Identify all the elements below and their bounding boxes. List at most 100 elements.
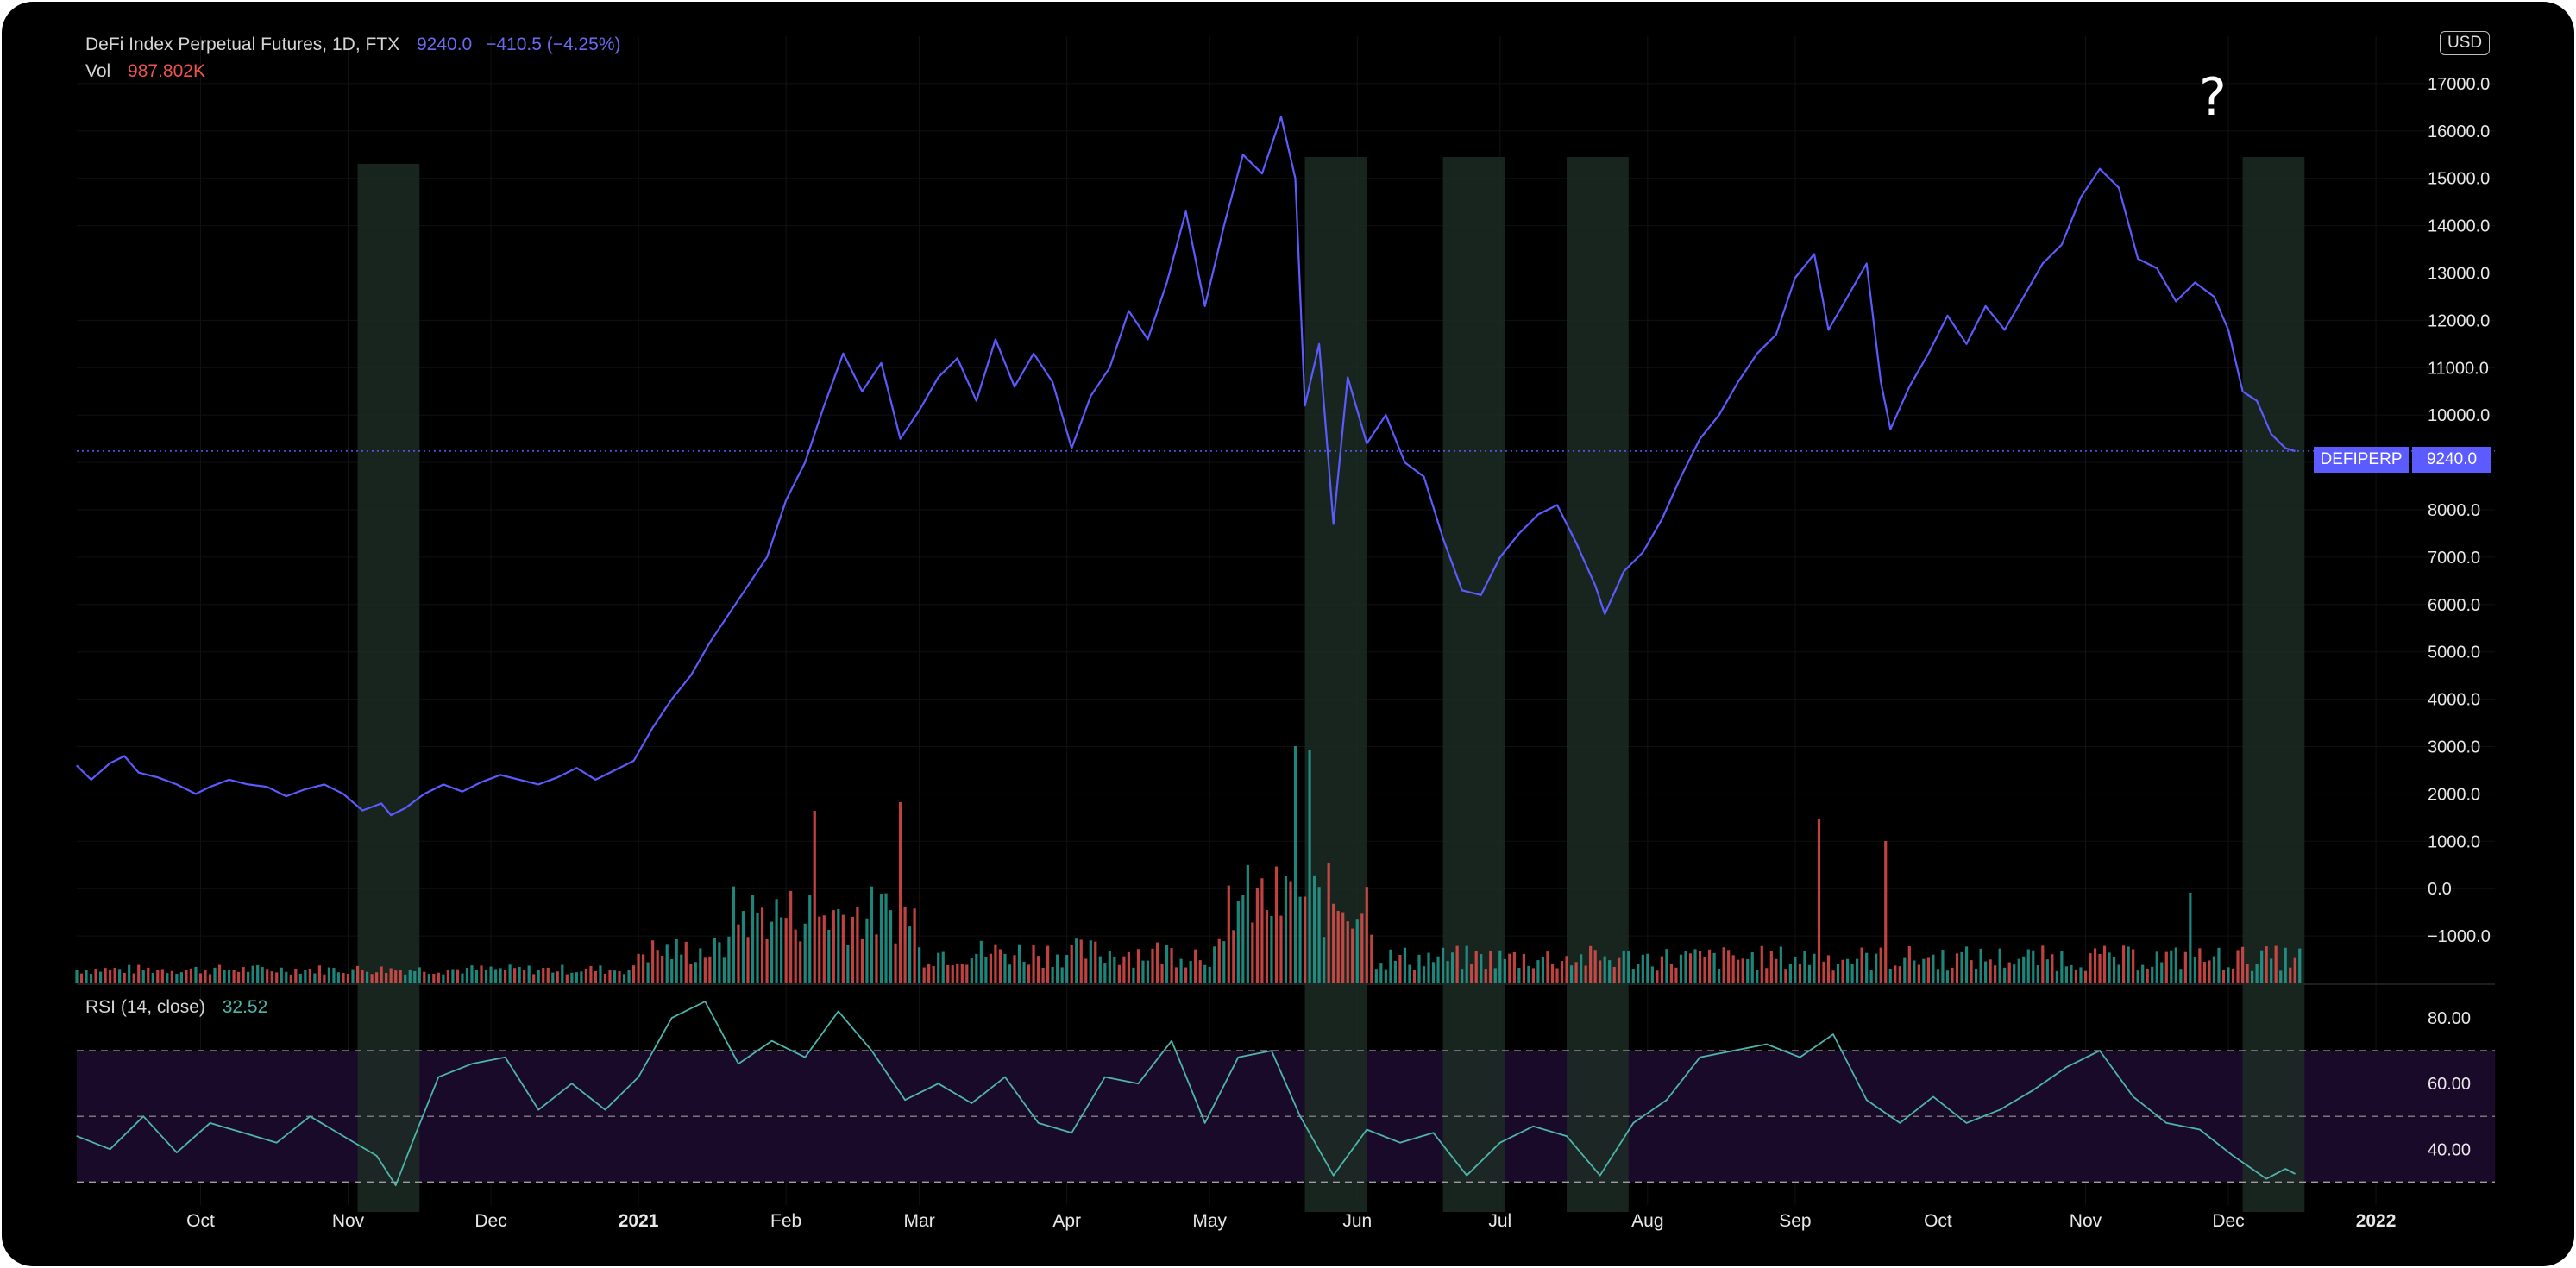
- price-series-line: [76, 116, 2296, 817]
- symbol-price-tag: DEFIPERP: [2314, 447, 2409, 473]
- volume-bar: [1599, 960, 1602, 983]
- volume-bar: [1461, 969, 1464, 983]
- volume-bar: [342, 972, 345, 983]
- price-tick-label: 0.0: [2428, 880, 2452, 899]
- highlight-zone: [1442, 157, 1505, 1212]
- price-point: [594, 779, 597, 781]
- volume-bar: [1236, 901, 1240, 983]
- price-point: [690, 675, 692, 676]
- volume-bar: [575, 972, 578, 983]
- volume-bar: [1665, 949, 1668, 983]
- volume-bar: [1984, 961, 1988, 983]
- volume-bar: [1179, 958, 1183, 983]
- volume-bar: [208, 974, 212, 983]
- volume-bar: [375, 972, 379, 983]
- date-tick-label: May: [1192, 1211, 1227, 1231]
- volume-bar: [1332, 903, 1335, 983]
- price-point: [785, 499, 787, 501]
- volume-bar: [865, 918, 869, 983]
- volume-bar: [580, 971, 583, 983]
- volume-bar: [570, 972, 574, 983]
- price-point: [2256, 400, 2258, 402]
- volume-bar: [1455, 945, 1459, 983]
- volume-bar: [631, 965, 636, 983]
- volume-bar: [1094, 941, 1097, 983]
- volume-bar: [1374, 969, 1378, 983]
- price-point: [2241, 391, 2244, 392]
- volume-bar: [1484, 969, 1487, 983]
- volume-bar: [1794, 957, 1797, 983]
- volume-bar: [2221, 969, 2226, 983]
- volume-bar: [2098, 953, 2102, 983]
- volume-bar: [2007, 962, 2011, 983]
- volume-bar: [336, 972, 341, 983]
- price-point: [556, 776, 558, 778]
- price-point: [1261, 173, 1263, 174]
- volume-bar: [85, 970, 88, 983]
- volume-bar: [1650, 966, 1654, 983]
- rsi-point: [414, 1135, 416, 1137]
- volume-bar: [1274, 866, 1279, 983]
- volume-bar: [879, 894, 883, 983]
- rsi-point: [1999, 1109, 2001, 1111]
- volume-bar: [2017, 958, 2020, 983]
- price-tick-label: 1000.0: [2428, 832, 2480, 851]
- rsi-point: [1866, 1099, 1868, 1101]
- volume-bar: [684, 941, 688, 983]
- date-tick-label: Dec: [2212, 1211, 2244, 1231]
- volume-bar: [837, 908, 840, 983]
- price-point: [1775, 334, 1777, 336]
- volume-bar: [437, 972, 440, 983]
- price-point: [2175, 300, 2177, 303]
- volume-bar: [2240, 946, 2245, 983]
- volume-bar: [1531, 968, 1536, 983]
- volume-bar: [1765, 968, 1769, 983]
- volume-bar: [1208, 966, 1211, 983]
- volume-bar: [689, 963, 693, 983]
- volume-bar: [2250, 970, 2254, 983]
- rsi-tick-label: 80.00: [2428, 1009, 2471, 1028]
- volume-bar: [175, 974, 179, 983]
- volume-bar: [346, 974, 350, 983]
- price-point: [1846, 296, 1849, 298]
- highlight-zone: [357, 164, 420, 1212]
- volume-bar: [827, 930, 831, 983]
- volume-bar: [2089, 953, 2092, 983]
- price-point: [1461, 589, 1463, 591]
- volume-bar: [166, 973, 169, 983]
- volume-bar: [770, 921, 774, 983]
- volume-bar: [922, 967, 926, 983]
- currency-button[interactable]: USD: [2440, 31, 2491, 55]
- volume-bar: [523, 969, 526, 983]
- volume-bar: [775, 899, 778, 983]
- volume-bar: [2003, 967, 2007, 983]
- volume-bar: [1608, 960, 1612, 983]
- volume-bar: [708, 956, 712, 983]
- volume-bar: [537, 970, 540, 983]
- volume-bar: [1960, 951, 1963, 983]
- volume-bar: [884, 893, 888, 983]
- volume-bar: [1398, 955, 1402, 983]
- volume-bar: [1845, 958, 1850, 983]
- rsi-point: [376, 1155, 378, 1157]
- volume-bar: [1550, 964, 1555, 983]
- volume-bar: [1474, 951, 1478, 983]
- price-tick-label: 10000.0: [2428, 406, 2490, 425]
- volume-bar: [1198, 960, 1202, 983]
- volume-bar: [1894, 965, 1897, 983]
- volume-bar: [394, 970, 398, 983]
- price-point: [518, 779, 520, 781]
- price-point: [390, 814, 392, 816]
- price-point: [2118, 187, 2120, 189]
- volume-bar: [118, 969, 122, 983]
- volume-bar: [1136, 949, 1140, 983]
- volume-bar: [1875, 953, 1878, 983]
- volume-bar: [2070, 964, 2073, 983]
- volume-bar: [2022, 956, 2026, 983]
- price-point: [1880, 381, 1882, 383]
- volume-bar: [1760, 945, 1763, 983]
- price-legend: DeFi Index Perpetual Futures, 1D, FTX 92…: [85, 35, 621, 55]
- volume-bar: [1522, 953, 1525, 983]
- volume-bar: [2289, 967, 2292, 983]
